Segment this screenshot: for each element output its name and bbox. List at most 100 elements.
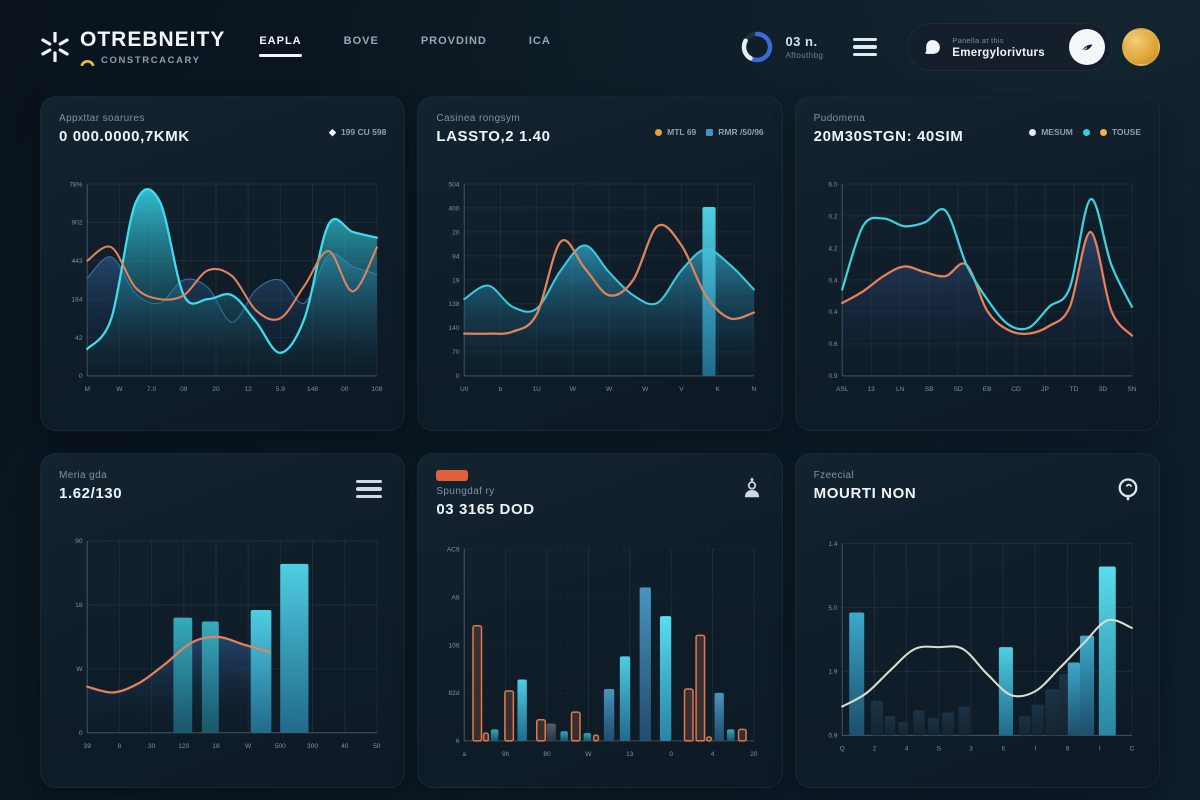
- svg-text:902: 902: [72, 220, 83, 227]
- card-area-combo-1: Appxttar soarures 0 000.0000,7KMK ◆ 199 …: [40, 96, 406, 431]
- dashboard-grid: Appxttar soarures 0 000.0000,7KMK ◆ 199 …: [40, 96, 1160, 788]
- svg-text:0.6: 0.6: [828, 341, 837, 348]
- svg-text:108: 108: [371, 386, 382, 393]
- legend-label: MTL 69: [667, 127, 697, 137]
- card4-label: Meria gda: [59, 470, 108, 481]
- svg-text:18: 18: [212, 743, 220, 750]
- svg-text:0: 0: [79, 730, 83, 737]
- action-circle-button[interactable]: [1069, 29, 1105, 65]
- svg-text:4.2: 4.2: [828, 245, 837, 252]
- svg-text:140: 140: [449, 325, 460, 332]
- diamond-icon: ◆: [329, 126, 336, 137]
- svg-text:184: 184: [72, 296, 83, 303]
- svg-text:AC9: AC9: [447, 546, 460, 553]
- app-header: OTREBNEITY CONSTRCACARY EAPLA BOVE PROVD…: [0, 0, 1200, 94]
- svg-text:9h: 9h: [502, 751, 510, 758]
- svg-text:CD: CD: [1011, 386, 1021, 393]
- svg-text:V: V: [680, 386, 685, 393]
- svg-text:N: N: [752, 386, 757, 393]
- chart-bar-combo: 90 18 W 039 8 30 120 18 W 500 300 40 50: [75, 538, 381, 750]
- svg-text:40: 40: [341, 743, 349, 750]
- card4-value: 1.62/130: [59, 485, 123, 502]
- card2-legend: MTL 69 RMR /50/96: [655, 127, 764, 137]
- svg-text:I: I: [1098, 745, 1100, 752]
- svg-text:0: 0: [670, 751, 674, 758]
- card1-legend: ◆ 199 CU 598: [329, 127, 386, 137]
- chart-area-combo-2: 504 400 20 94 19 138 140 70 0U0 b 1U W W W V K N: [449, 181, 757, 393]
- svg-text:00: 00: [341, 386, 349, 393]
- svg-text:1.4: 1.4: [828, 541, 837, 548]
- svg-text:80: 80: [544, 751, 552, 758]
- profile-pill[interactable]: Panella at this Emergylorivturs: [907, 23, 1112, 71]
- svg-text:ASL: ASL: [836, 386, 849, 393]
- svg-text:5.9: 5.9: [276, 386, 285, 393]
- blob-icon: [925, 40, 941, 54]
- nav-item-4[interactable]: ICA: [528, 35, 551, 47]
- svg-text:b: b: [499, 386, 503, 393]
- svg-text:09: 09: [180, 386, 188, 393]
- svg-text:M: M: [84, 386, 89, 393]
- svg-text:20: 20: [453, 229, 461, 236]
- status-badge: [436, 470, 469, 481]
- card5-value: 03 3165 DOD: [436, 501, 535, 518]
- person-icon: [744, 477, 759, 498]
- card-area-combo-2: Casinea rongsym LASSTO,2 1.40 MTL 69 RMR…: [417, 96, 783, 431]
- svg-text:5.0: 5.0: [828, 605, 837, 612]
- svg-text:TD: TD: [1069, 386, 1078, 393]
- svg-text:W: W: [76, 666, 83, 673]
- svg-text:JP: JP: [1041, 386, 1049, 393]
- feather-icon: [1081, 44, 1093, 52]
- nav-item-3[interactable]: PROVDIND: [420, 35, 487, 47]
- card-dual-line: Pudomena 20M30STGN: 40SIM MESUM TOUSE 6.…: [794, 96, 1160, 431]
- svg-text:504: 504: [449, 181, 460, 188]
- card1-value: 0 000.0000,7KMK: [59, 128, 190, 145]
- svg-text:18: 18: [75, 602, 83, 609]
- card-bar-combo: Meria gda 1.62/130 90 18 W 0 39 8 30 120 18 W 500 3…: [40, 453, 406, 788]
- legend-label: 199 CU 598: [340, 127, 387, 137]
- card-menu-icon[interactable]: [352, 476, 386, 502]
- svg-text:443: 443: [72, 258, 83, 265]
- svg-text:2: 2: [872, 745, 876, 752]
- globe-button[interactable]: [1115, 476, 1141, 507]
- user-avatar[interactable]: [1122, 28, 1160, 66]
- svg-text:SB: SB: [924, 386, 933, 393]
- svg-text:S: S: [936, 745, 941, 752]
- card2-label: Casinea rongsym: [436, 113, 521, 124]
- svg-text:I: I: [1034, 745, 1036, 752]
- svg-text:82d: 82d: [449, 690, 460, 697]
- orange-dot-icon: [655, 128, 663, 136]
- svg-text:19: 19: [453, 277, 461, 284]
- app-subtitle: CONSTRCACARY: [101, 55, 201, 66]
- q-circle-icon: [1118, 478, 1138, 501]
- svg-text:4: 4: [904, 745, 908, 752]
- nav-item-2[interactable]: BOVE: [343, 35, 379, 47]
- cyan-dot-icon: [1082, 128, 1090, 136]
- profile-caption: Panella at this: [952, 35, 1004, 45]
- app-title: OTREBNEITY: [80, 28, 226, 51]
- svg-text:106: 106: [449, 642, 460, 649]
- card3-label: Pudomena: [813, 113, 866, 124]
- svg-text:13: 13: [867, 386, 875, 393]
- svg-text:1.9: 1.9: [828, 669, 837, 676]
- svg-text:42: 42: [75, 335, 83, 342]
- white-dot-icon: [1029, 128, 1037, 136]
- card3-legend: MESUM TOUSE: [1029, 127, 1141, 137]
- svg-text:LN: LN: [896, 386, 905, 393]
- svg-text:4: 4: [711, 751, 715, 758]
- svg-text:0.9: 0.9: [828, 373, 837, 380]
- svg-text:120: 120: [178, 743, 189, 750]
- arch-icon: [80, 60, 95, 66]
- nav-item-1[interactable]: EAPLA: [259, 35, 301, 57]
- legend-label: RMR /50/96: [718, 127, 764, 137]
- hamburger-menu-icon[interactable]: [849, 34, 881, 60]
- user-stat-button[interactable]: [740, 476, 764, 505]
- progress-ring-icon: [742, 31, 773, 63]
- svg-text:12: 12: [245, 386, 253, 393]
- svg-text:K: K: [716, 386, 721, 393]
- svg-text:400: 400: [449, 205, 460, 212]
- chart-grouped-bars: AC9 A8 106 82d 6a 9h 80 W 13 0 4 20: [447, 546, 758, 758]
- svg-text:148: 148: [307, 386, 318, 393]
- svg-text:6: 6: [456, 738, 460, 745]
- legend-label: TOUSE: [1111, 127, 1141, 137]
- svg-text:0: 0: [456, 373, 460, 380]
